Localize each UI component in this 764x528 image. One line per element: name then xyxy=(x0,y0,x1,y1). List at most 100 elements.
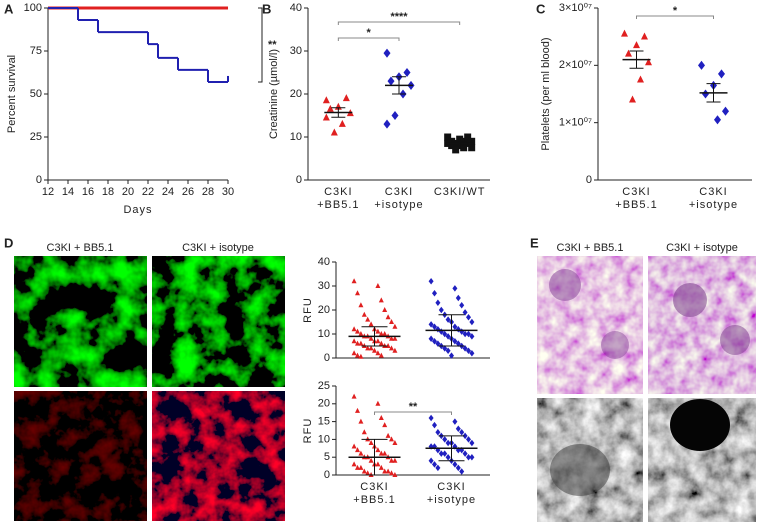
y-tick-label: 10 xyxy=(318,328,330,340)
data-point xyxy=(468,137,476,145)
fluorescence-image xyxy=(152,391,285,521)
data-point xyxy=(355,290,360,296)
data-point xyxy=(375,338,381,344)
x-tick-label: 20 xyxy=(122,186,134,198)
data-point xyxy=(351,461,357,467)
data-point xyxy=(455,340,461,347)
data-point xyxy=(365,316,371,322)
y-tick-label: 40 xyxy=(318,256,330,268)
error-bar xyxy=(438,314,465,347)
data-point xyxy=(633,41,640,49)
x-tick-label: +isotype xyxy=(374,199,423,211)
data-point xyxy=(466,453,471,461)
data-point xyxy=(445,453,451,461)
x-tick-label: +isotype xyxy=(427,494,476,506)
glomerulus xyxy=(673,283,707,317)
data-point xyxy=(432,323,437,331)
data-point xyxy=(355,340,360,346)
significance-label: * xyxy=(367,27,372,39)
data-point xyxy=(462,309,468,316)
significance-label: ** xyxy=(268,39,277,51)
x-tick-label: +BB5.1 xyxy=(615,199,657,211)
y-tick-label: 0 xyxy=(586,174,592,186)
data-point xyxy=(382,422,388,428)
error-bar xyxy=(629,50,644,69)
y-tick-label: 0 xyxy=(324,469,330,481)
y-tick-label: 30 xyxy=(318,280,330,292)
data-point xyxy=(338,119,346,127)
data-point xyxy=(435,299,441,307)
data-point xyxy=(637,75,644,83)
data-point xyxy=(375,400,381,406)
data-point xyxy=(351,326,357,332)
data-point xyxy=(621,29,628,37)
significance-bracket xyxy=(258,7,263,83)
panel-label: C xyxy=(536,1,546,16)
data-point xyxy=(351,278,357,284)
data-point xyxy=(358,302,364,308)
x-tick-label: 22 xyxy=(142,186,154,198)
x-tick-label: +isotype xyxy=(689,199,738,211)
data-point xyxy=(392,335,398,341)
data-point xyxy=(469,453,475,461)
y-tick-label: 15 xyxy=(318,416,330,428)
data-point xyxy=(355,407,360,413)
data-point xyxy=(392,323,398,329)
data-point xyxy=(382,468,388,474)
data-point xyxy=(361,311,367,317)
y-tick-label: 1×10⁰⁷ xyxy=(559,117,592,129)
x-axis-label: Days xyxy=(123,204,152,216)
data-point xyxy=(462,432,468,440)
y-tick-label: 0 xyxy=(36,174,42,186)
data-point xyxy=(466,436,471,443)
data-point xyxy=(428,277,434,285)
significance-bracket xyxy=(337,21,461,25)
data-point xyxy=(378,340,384,346)
data-point xyxy=(389,470,394,476)
data-point xyxy=(382,331,388,336)
y-tick-label: 20 xyxy=(318,304,330,316)
data-point xyxy=(375,350,381,356)
x-tick-label: C3KI xyxy=(385,186,413,198)
y-axis-label: RFU xyxy=(302,297,314,323)
data-point xyxy=(392,472,398,477)
column-title: C3KI + isotype xyxy=(666,242,738,254)
data-point xyxy=(455,294,461,302)
data-point xyxy=(438,306,444,314)
data-point xyxy=(459,429,465,436)
y-axis-label: Creatinine (µmol/l) xyxy=(268,49,280,139)
data-point xyxy=(428,335,434,343)
y-tick-label: 3×10⁰⁷ xyxy=(559,2,592,14)
data-point xyxy=(428,414,434,422)
data-point xyxy=(358,340,364,346)
x-tick-label: 26 xyxy=(182,186,194,198)
data-point xyxy=(452,323,458,331)
significance-label: * xyxy=(673,5,678,17)
x-tick-label: +BB5.1 xyxy=(353,494,395,506)
data-point xyxy=(466,313,471,321)
data-point xyxy=(378,464,384,470)
data-point xyxy=(368,457,374,463)
data-point xyxy=(464,133,472,141)
error-bar xyxy=(392,76,406,95)
x-tick-label: 12 xyxy=(42,186,54,198)
data-point xyxy=(385,468,391,474)
y-tick-label: 30 xyxy=(290,45,302,57)
data-point xyxy=(368,335,374,341)
data-point xyxy=(387,76,395,86)
y-axis-label: Platelets (per ml blood) xyxy=(540,37,552,150)
data-point xyxy=(645,58,652,66)
data-point xyxy=(428,321,434,328)
data-point xyxy=(718,69,725,79)
x-tick-label: C3KI xyxy=(360,481,388,493)
data-point xyxy=(435,429,441,436)
data-point xyxy=(438,450,444,457)
data-point xyxy=(330,128,338,136)
y-axis-label: RFU xyxy=(302,418,314,444)
data-point xyxy=(351,350,357,356)
x-tick-label: C3KI xyxy=(324,186,352,198)
data-point xyxy=(358,464,364,470)
y-tick-label: 10 xyxy=(290,131,302,143)
data-point xyxy=(442,345,448,352)
fluorescence-image xyxy=(152,256,285,387)
